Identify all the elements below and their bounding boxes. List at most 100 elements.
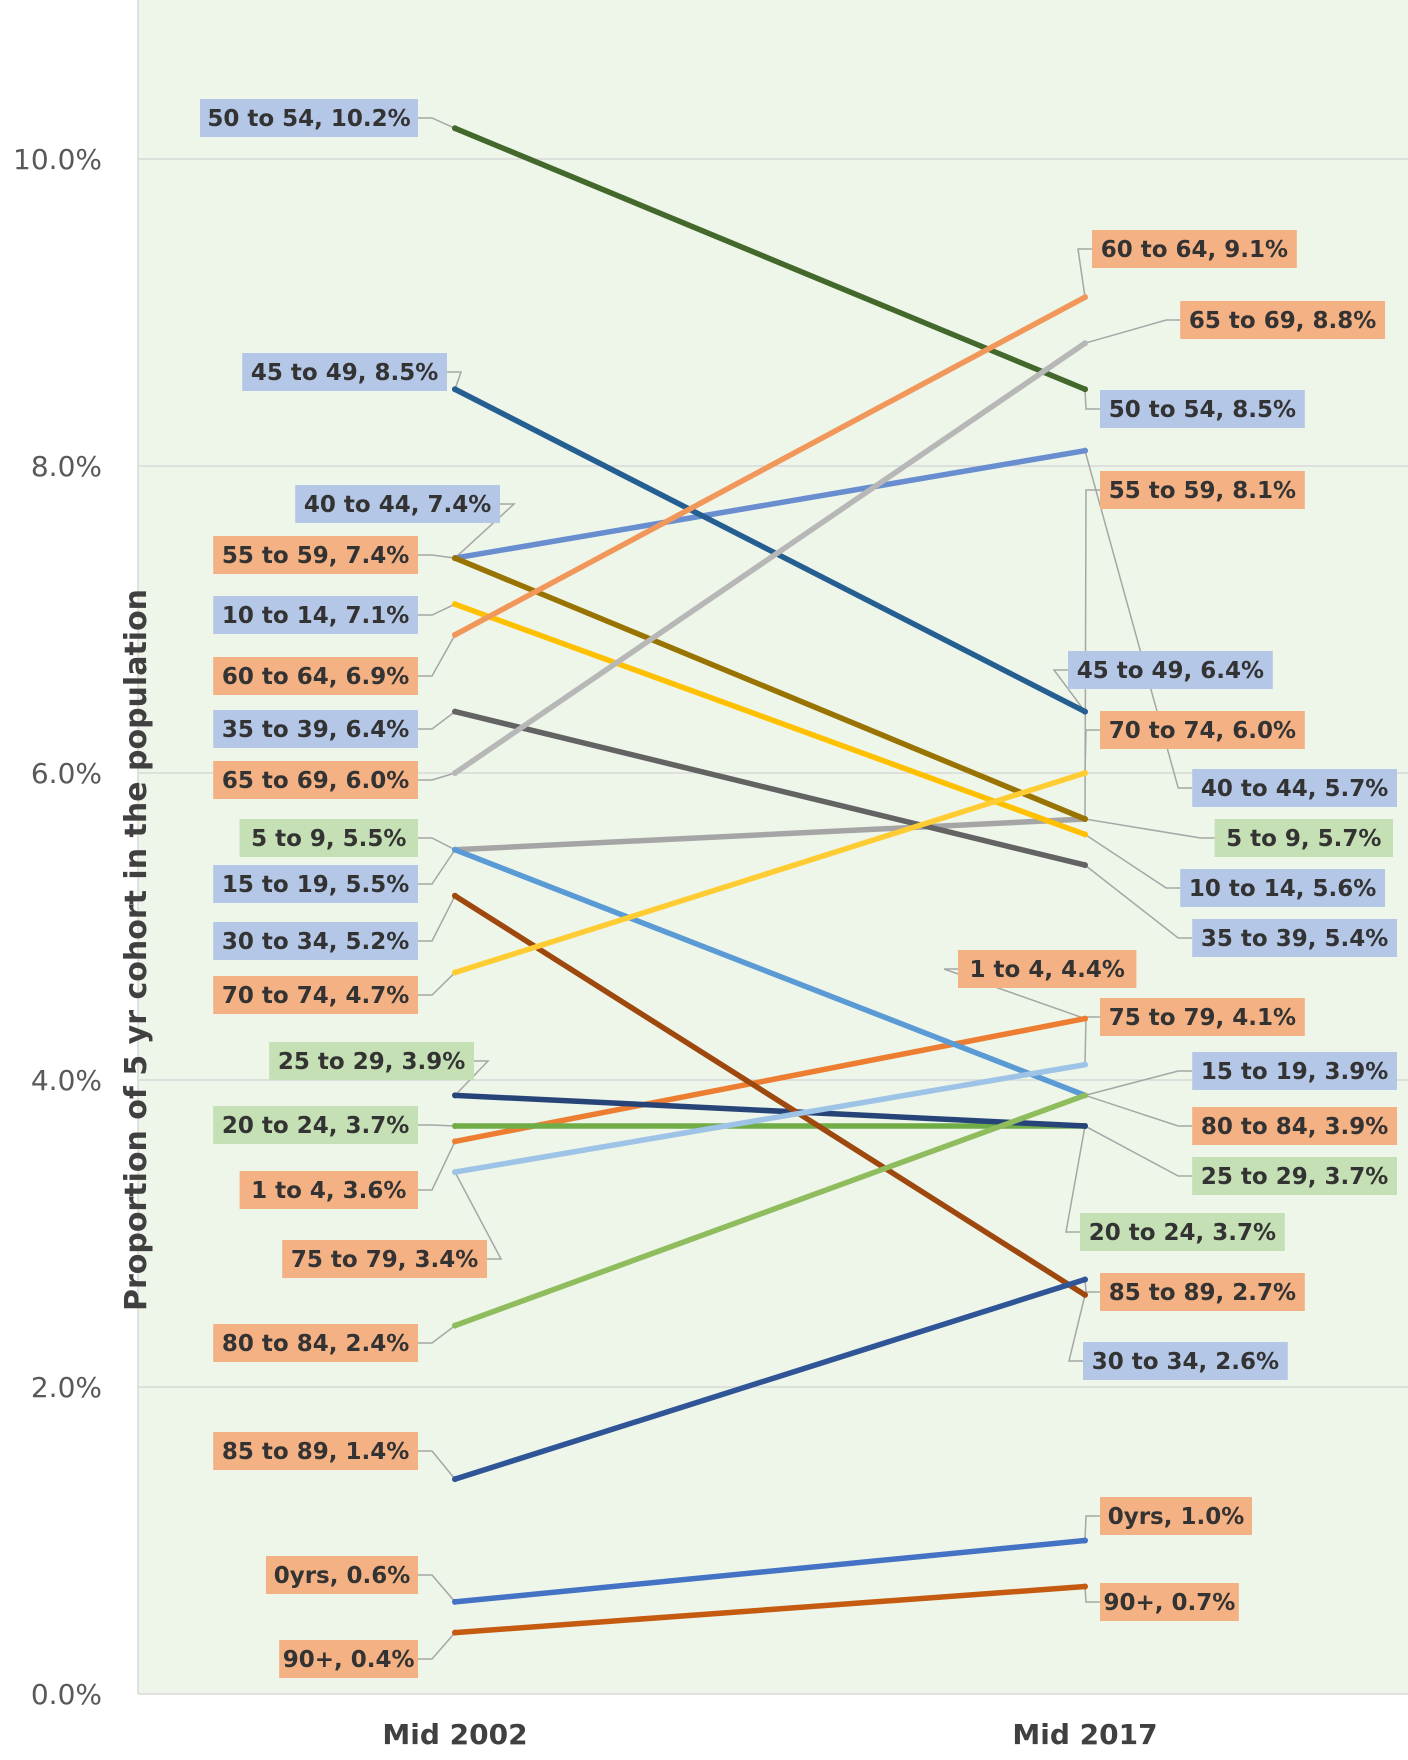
leader-line: [1068, 1294, 1086, 1362]
y-tick-label: 0.0%: [31, 1678, 102, 1711]
data-label: 75 to 79, 3.4%: [291, 1247, 478, 1273]
data-label-box: [213, 976, 418, 1014]
data-label: 90+, 0.7%: [1103, 1590, 1235, 1616]
y-tick-label: 6.0%: [31, 757, 102, 790]
leader-line: [418, 1574, 456, 1603]
series-line-65-to-69: [452, 340, 1088, 776]
series-line-80-to-84: [452, 1092, 1088, 1329]
data-point-70-to-74: [452, 969, 458, 976]
data-label: 5 to 9, 5.7%: [1226, 826, 1381, 852]
data-label-box: [279, 1640, 418, 1678]
data-label: 45 to 49, 8.5%: [251, 360, 438, 386]
series-line-90-plus: [452, 1583, 1088, 1636]
data-label: 1 to 4, 4.4%: [970, 957, 1125, 983]
data-label-box: [269, 1042, 474, 1080]
leader-line: [1084, 729, 1100, 774]
data-label-box: [1068, 651, 1273, 689]
data-point-55-to-59: [452, 555, 458, 562]
leader-line: [1084, 1125, 1193, 1177]
label-leader-lines: [418, 117, 1215, 1660]
data-label: 35 to 39, 6.4%: [222, 717, 409, 743]
data-label-box: [282, 1240, 487, 1278]
leader-line: [418, 972, 456, 996]
data-label-box: [1100, 390, 1305, 428]
data-label-box: [1080, 1213, 1285, 1251]
data-point-65-to-69: [1082, 340, 1088, 347]
leader-line: [1065, 1125, 1086, 1233]
leader-line: [1084, 450, 1193, 789]
y-tick-label: 2.0%: [31, 1371, 102, 1404]
data-label-box: [213, 710, 418, 748]
leader-line: [418, 1124, 456, 1127]
data-label: 60 to 64, 6.9%: [222, 664, 409, 690]
data-label-box: [213, 1432, 418, 1470]
data-label-box: [200, 99, 418, 137]
data-point-45-to-49: [452, 386, 458, 393]
leader-line: [1084, 1070, 1193, 1097]
data-label-box: [213, 1106, 418, 1144]
data-label-box: [1100, 1583, 1239, 1621]
data-point-0yrs: [1082, 1537, 1088, 1544]
data-label: 75 to 79, 4.1%: [1109, 1005, 1296, 1031]
data-label: 0yrs, 1.0%: [1108, 1504, 1245, 1530]
series-line-50-to-54: [452, 125, 1088, 392]
data-labels: 0yrs, 0.6% 0yrs, 1.0% 1 to 4, 3.6% 1 to 4, …: [200, 99, 1397, 1678]
data-label-box: [213, 536, 418, 574]
data-label-box: [213, 865, 418, 903]
leader-line: [418, 1141, 456, 1191]
leader-line: [418, 634, 456, 677]
data-label: 60 to 64, 9.1%: [1101, 237, 1288, 263]
data-point-1-to-4: [452, 1138, 458, 1145]
leader-line: [943, 968, 1086, 1020]
data-label-box: [1092, 230, 1297, 268]
data-label-box: [1180, 869, 1385, 907]
leader-line: [1084, 1279, 1100, 1293]
series-line-0yrs: [452, 1537, 1088, 1605]
data-point-35-to-39: [1082, 862, 1088, 869]
y-tick-label: 4.0%: [31, 1064, 102, 1097]
series-line-15-to-19: [452, 847, 1088, 1099]
data-label-box: [1180, 301, 1385, 339]
data-label-box: [213, 922, 418, 960]
data-label: 25 to 29, 3.9%: [278, 1049, 465, 1075]
data-point-65-to-69: [452, 770, 458, 776]
data-label: 80 to 84, 2.4%: [222, 1331, 409, 1357]
data-point-75-to-79: [1082, 1061, 1088, 1068]
data-label: 50 to 54, 8.5%: [1109, 397, 1296, 423]
data-label: 90+, 0.4%: [283, 1647, 415, 1673]
data-point-35-to-39: [452, 708, 458, 715]
data-label-box: [1214, 819, 1393, 857]
data-point-85-to-89: [1082, 1276, 1088, 1283]
data-point-20-to-24: [452, 1123, 458, 1130]
data-label: 10 to 14, 5.6%: [1189, 876, 1376, 902]
data-point-75-to-79: [452, 1169, 458, 1176]
data-label: 25 to 29, 3.7%: [1201, 1164, 1388, 1190]
leader-line: [418, 711, 456, 730]
leader-line: [1084, 1586, 1100, 1603]
data-label-box: [1100, 1497, 1252, 1535]
leader-line: [1084, 319, 1181, 344]
leader-line: [1084, 818, 1215, 839]
data-point-1-to-4: [1082, 1015, 1088, 1022]
data-point-40-to-44: [1082, 447, 1088, 454]
data-label-box: [1100, 998, 1305, 1036]
data-label: 30 to 34, 5.2%: [222, 929, 409, 955]
leader-line: [454, 1060, 490, 1096]
series-line-35-to-39: [452, 708, 1088, 868]
series-line-85-to-89: [452, 1276, 1088, 1482]
data-point-10-to-14: [452, 601, 458, 608]
data-label-box: [958, 950, 1137, 988]
leader-line: [1084, 1094, 1193, 1127]
data-label-box: [1100, 471, 1305, 509]
data-label-box: [1100, 711, 1305, 749]
data-label: 65 to 69, 8.8%: [1189, 308, 1376, 334]
data-label: 1 to 4, 3.6%: [251, 1178, 406, 1204]
x-category-label: Mid 2002: [382, 1718, 527, 1751]
data-label-box: [213, 657, 418, 695]
data-point-0yrs: [452, 1598, 458, 1605]
series-line-10-to-14: [452, 601, 1088, 838]
leader-line: [1084, 833, 1181, 889]
data-label-box: [239, 819, 418, 857]
data-point-60-to-64: [452, 631, 458, 638]
data-label: 85 to 89, 2.7%: [1109, 1280, 1296, 1306]
